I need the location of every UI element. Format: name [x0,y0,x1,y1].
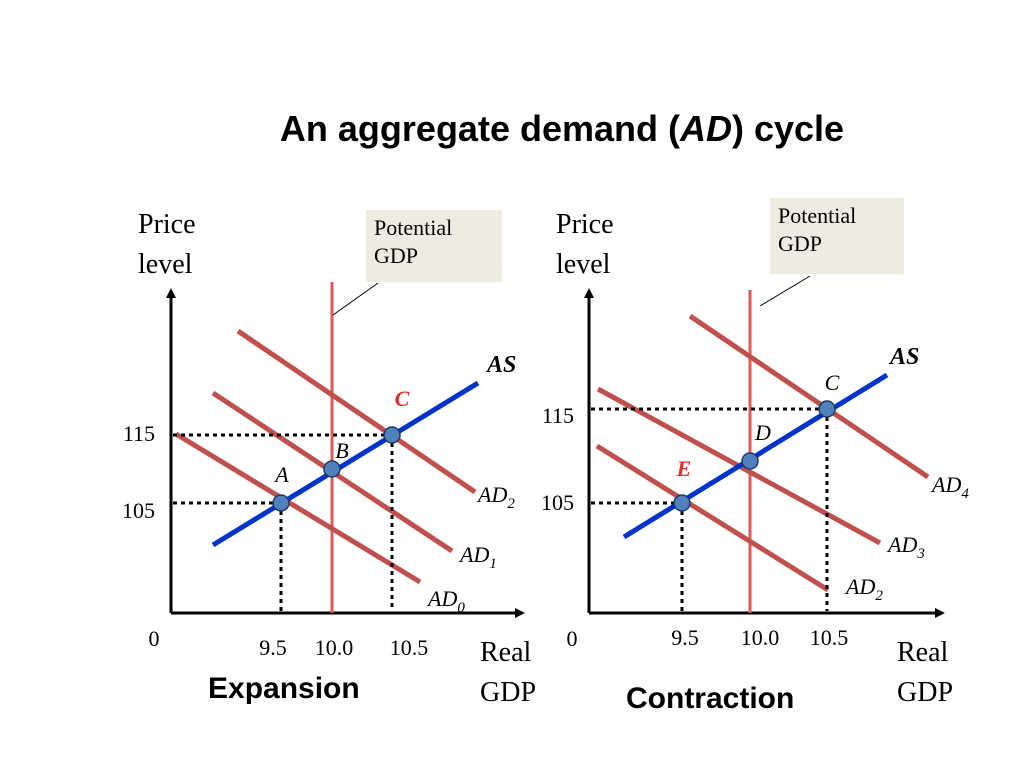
right-point-label-c: C [825,370,840,395]
right-y-tick-label: 115 [542,403,574,428]
right-ad3-label: AD3 [886,532,925,562]
right-y-tick-label: 105 [541,490,574,515]
left-ad0-curve [174,431,422,585]
right-ad4-label: AD4 [930,472,969,502]
left-as-curve [211,380,480,548]
page-title: An aggregate demand (AD) cycle [279,108,845,149]
right-point-label-e: E [676,456,692,481]
left-x-tick-label: 9.5 [259,635,287,660]
left-ylabel: Price level [138,209,196,280]
right-ad2-curve [595,443,830,593]
right-x-tick-label: 10.0 [741,625,780,650]
right-origin-label: 0 [567,626,578,651]
left-y-tick-label: 115 [123,421,155,446]
left-origin-label: 0 [149,626,160,651]
left-potential-gdp-leader [332,282,379,316]
right-point-e [673,494,691,512]
right-point-label-d: D [754,420,771,445]
left-potential-gdp-box: Potential GDP [366,210,502,282]
left-x-tick-label: 10.0 [315,635,354,660]
left-ad2-label: AD2 [476,482,515,512]
left-point-a [272,494,290,512]
right-ylabel: Price level [556,209,614,280]
right-ad2-label: AD2 [844,574,883,604]
left-ad1-label: AD1 [458,542,497,572]
right-x-tick-label: 9.5 [671,625,699,650]
right-potential-gdp-box: Potential GDP [770,198,904,274]
left-point-label-b: B [335,438,348,463]
right-as-label: AS [888,344,919,370]
right-ad4-curve [688,313,930,480]
left-caption: Expansion [208,672,360,705]
left-point-b [323,460,341,478]
left-y-tick-label: 105 [122,498,155,523]
left-point-c [383,426,401,444]
right-point-c [818,400,836,418]
right-x-tick-label: 10.5 [810,625,849,650]
right-xlabel: Real GDP [897,637,954,708]
left-xlabel: Real GDP [480,637,537,708]
right-caption: Contraction [626,682,795,715]
left-ad2-curve [236,328,477,495]
left-as-label: AS [485,352,516,378]
left-point-label-a: A [273,462,289,487]
left-x-tick-label: 10.5 [390,635,429,660]
left-point-label-c: C [395,386,410,411]
right-potential-gdp-leader [759,275,811,307]
right-point-d [741,452,759,470]
